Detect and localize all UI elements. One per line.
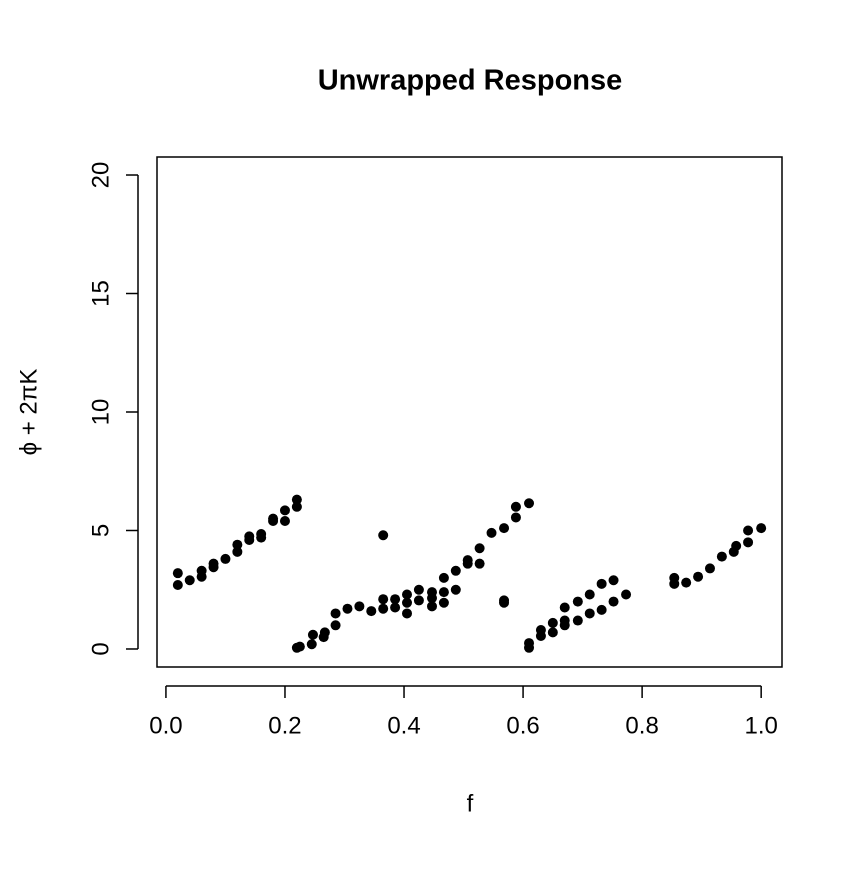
point — [524, 498, 535, 509]
point — [756, 523, 767, 534]
point — [572, 615, 583, 626]
point — [681, 577, 692, 588]
point — [291, 501, 302, 512]
plot-frame — [156, 156, 783, 668]
point — [306, 639, 317, 650]
point — [378, 530, 389, 541]
point — [524, 638, 535, 649]
x-tick-label: 0.0 — [149, 712, 182, 739]
y-tick-label: 15 — [87, 280, 114, 307]
point — [268, 513, 279, 524]
point — [390, 594, 401, 605]
point — [731, 540, 742, 551]
x-tick-label: 0.4 — [387, 712, 420, 739]
point — [596, 578, 607, 589]
point — [743, 525, 754, 536]
x-tick-label: 1.0 — [744, 712, 777, 739]
point — [294, 641, 305, 652]
x-tick-label: 0.6 — [506, 712, 539, 739]
point — [608, 575, 619, 586]
point — [319, 627, 330, 638]
point — [499, 595, 510, 606]
point — [608, 596, 619, 607]
point — [743, 537, 754, 548]
point — [716, 551, 727, 562]
point — [669, 578, 680, 589]
point — [390, 602, 401, 613]
point — [547, 617, 558, 628]
point — [402, 597, 412, 608]
point — [438, 587, 449, 598]
point — [474, 558, 485, 569]
point — [704, 563, 715, 574]
x-tick-label: 0.8 — [625, 712, 658, 739]
point — [621, 589, 632, 600]
point — [499, 523, 510, 534]
point — [184, 575, 195, 586]
point — [559, 602, 570, 613]
point — [172, 580, 183, 591]
point — [450, 565, 461, 576]
point — [232, 539, 243, 550]
point — [196, 565, 207, 576]
point — [474, 543, 485, 554]
point — [510, 512, 521, 523]
x-tick-label: 0.2 — [268, 712, 301, 739]
point — [232, 546, 243, 557]
point — [366, 606, 377, 617]
point — [172, 568, 183, 579]
point — [342, 603, 353, 614]
point — [330, 608, 341, 619]
point — [244, 531, 255, 542]
point — [208, 558, 219, 569]
point — [438, 572, 449, 583]
point — [693, 571, 704, 582]
x-axis-label: f — [467, 790, 474, 817]
point — [462, 558, 473, 569]
point — [547, 627, 558, 638]
point — [510, 501, 521, 512]
point — [427, 601, 437, 612]
y-tick-label: 20 — [87, 162, 114, 189]
point — [559, 615, 570, 626]
y-tick-label: 5 — [87, 524, 114, 537]
point — [427, 587, 437, 598]
point — [378, 603, 389, 614]
point — [378, 594, 389, 605]
point — [413, 595, 424, 606]
point — [438, 597, 449, 608]
point — [584, 608, 595, 619]
y-tick-label: 0 — [87, 642, 114, 655]
point — [330, 620, 341, 631]
point — [402, 608, 412, 619]
point — [413, 584, 424, 595]
point — [486, 527, 497, 538]
point — [572, 596, 583, 607]
point — [450, 584, 461, 595]
point — [279, 505, 290, 516]
point — [307, 629, 318, 640]
y-tick-label: 10 — [87, 399, 114, 426]
point — [256, 529, 267, 540]
point — [291, 494, 302, 505]
point — [584, 589, 595, 600]
point — [354, 601, 365, 612]
chart-title: Unwrapped Response — [318, 65, 623, 97]
point — [220, 553, 231, 564]
point — [535, 625, 546, 636]
y-axis-label: ϕ + 2πK — [15, 369, 42, 456]
point — [402, 589, 412, 600]
point — [596, 604, 607, 615]
point — [279, 516, 290, 527]
